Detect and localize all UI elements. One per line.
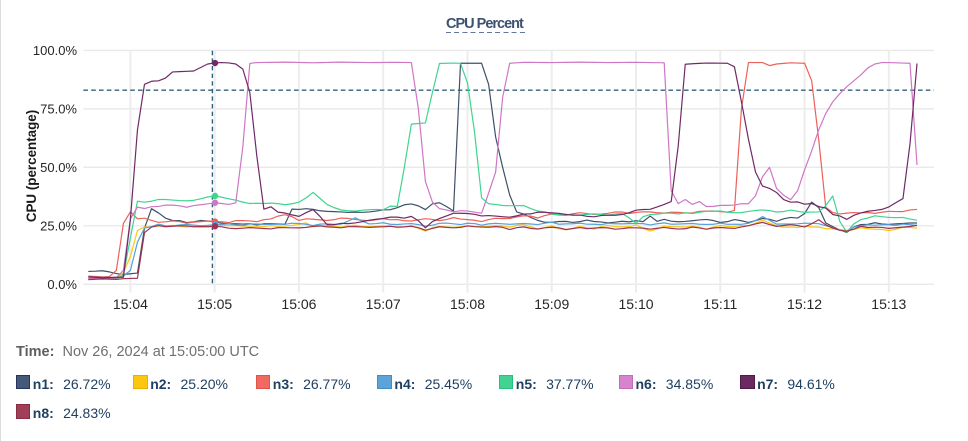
svg-text:0.0%: 0.0% [47, 277, 77, 292]
svg-text:25.0%: 25.0% [40, 218, 77, 233]
svg-text:15:13: 15:13 [871, 296, 906, 312]
svg-text:15:12: 15:12 [787, 296, 822, 312]
svg-text:75.0%: 75.0% [40, 102, 77, 117]
svg-text:100.0%: 100.0% [33, 43, 78, 58]
svg-text:15:07: 15:07 [366, 296, 401, 312]
svg-text:50.0%: 50.0% [40, 160, 77, 175]
svg-text:15:06: 15:06 [281, 296, 316, 312]
svg-text:15:08: 15:08 [450, 296, 485, 312]
svg-text:CPU (percentage): CPU (percentage) [24, 110, 39, 222]
svg-text:15:11: 15:11 [703, 296, 737, 312]
svg-text:15:10: 15:10 [618, 296, 653, 312]
svg-text:15:09: 15:09 [534, 296, 569, 312]
svg-text:15:05: 15:05 [197, 296, 232, 312]
svg-text:15:04: 15:04 [113, 296, 148, 312]
